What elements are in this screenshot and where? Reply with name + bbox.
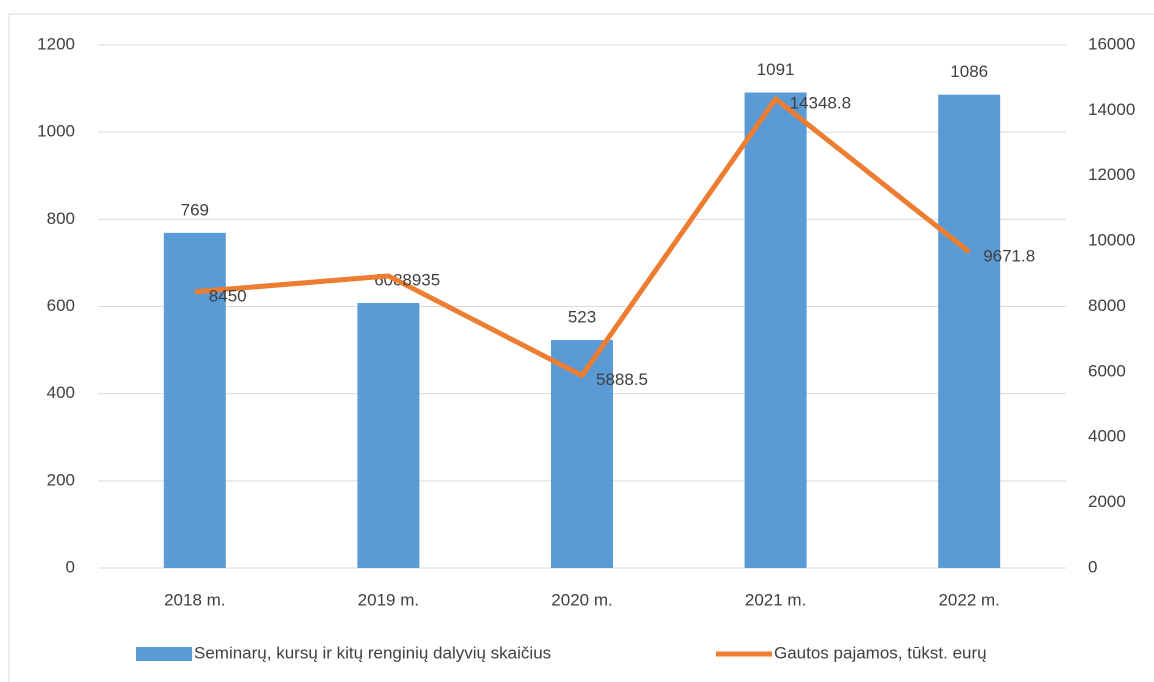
data-label: 523 xyxy=(568,308,596,327)
bar xyxy=(357,303,420,568)
y2-tick-label: 16000 xyxy=(1088,34,1135,53)
x-tick-label: 2019 m. xyxy=(358,590,419,609)
bar xyxy=(163,232,226,568)
y2-tick-label: 10000 xyxy=(1088,231,1135,250)
bar xyxy=(744,92,807,569)
x-tick-label: 2020 m. xyxy=(551,590,612,609)
y2-tick-label: 12000 xyxy=(1088,165,1135,184)
y-tick-label: 800 xyxy=(47,209,75,228)
data-label: 1091 xyxy=(757,60,795,79)
data-label: 8450 xyxy=(209,286,247,305)
y-tick-label: 1000 xyxy=(37,122,75,141)
legend-label: Seminarų, kursų ir kitų renginių dalyvių… xyxy=(194,643,551,662)
legend-swatch xyxy=(136,647,192,661)
y-tick-label: 200 xyxy=(47,470,75,489)
y2-tick-label: 4000 xyxy=(1088,427,1126,446)
y2-tick-label: 14000 xyxy=(1088,100,1135,119)
y-tick-label: 400 xyxy=(47,383,75,402)
line xyxy=(194,96,971,379)
data-label: 5888.5 xyxy=(596,370,648,389)
data-label: 14348.8 xyxy=(790,93,851,112)
data-label: 1086 xyxy=(950,62,988,81)
x-tick-label: 2018 m. xyxy=(164,590,225,609)
bar xyxy=(551,340,613,568)
y2-tick-label: 8000 xyxy=(1088,296,1126,315)
y-tick-label: 1200 xyxy=(37,34,75,53)
y2-tick-label: 6000 xyxy=(1088,361,1126,380)
data-label: 8935 xyxy=(402,270,440,289)
data-label: 9671.8 xyxy=(983,246,1035,265)
legend-label: Gautos pajamos, tūkst. eurų xyxy=(774,643,987,662)
y2-tick-label: 2000 xyxy=(1088,492,1126,511)
x-tick-label: 2022 m. xyxy=(938,590,999,609)
y-tick-label: 0 xyxy=(66,557,75,576)
y-tick-label: 600 xyxy=(47,296,75,315)
x-tick-label: 2021 m. xyxy=(745,590,806,609)
data-label: 769 xyxy=(181,200,209,219)
bar xyxy=(938,94,1001,568)
y2-tick-label: 0 xyxy=(1088,557,1097,576)
